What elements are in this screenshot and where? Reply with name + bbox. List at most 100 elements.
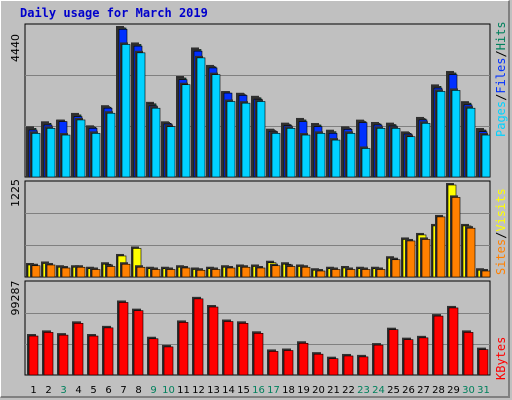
bar-kbytes-day-15 bbox=[238, 323, 249, 376]
x-tick-day-15: 15 bbox=[237, 385, 250, 396]
bar-pages-day-10 bbox=[166, 126, 176, 178]
x-tick-day-5: 5 bbox=[90, 385, 96, 396]
bar-kbytes-day-4 bbox=[73, 323, 84, 376]
bar-pages-day-7 bbox=[121, 44, 131, 178]
legend-sep-2: / bbox=[494, 50, 508, 57]
y-max-label-kbytes: 99287 bbox=[9, 281, 22, 316]
bar-pages-day-16 bbox=[256, 101, 266, 178]
x-tick-day-13: 13 bbox=[207, 385, 220, 396]
y-axis-labels: 4440 1225 99287 bbox=[9, 34, 22, 316]
bar-kbytes-day-29 bbox=[448, 307, 459, 376]
bar-pages-day-12 bbox=[196, 57, 206, 178]
bar-sites-day-23 bbox=[361, 269, 371, 278]
x-tick-day-14: 14 bbox=[222, 385, 235, 396]
bar-sites-day-9 bbox=[151, 269, 161, 278]
bar-kbytes-day-31 bbox=[478, 349, 489, 376]
x-tick-day-30: 30 bbox=[462, 385, 475, 396]
bar-kbytes-day-22 bbox=[343, 355, 354, 376]
x-tick-day-27: 27 bbox=[417, 385, 430, 396]
svg-text:Sites/Visits: Sites/Visits bbox=[494, 188, 508, 275]
chart-title: Daily usage for March 2019 bbox=[20, 6, 208, 20]
x-tick-day-18: 18 bbox=[282, 385, 295, 396]
bar-kbytes-day-3 bbox=[58, 334, 69, 376]
x-tick-day-8: 8 bbox=[135, 385, 141, 396]
bar-pages-day-30 bbox=[466, 107, 476, 178]
bar-sites-day-6 bbox=[106, 266, 116, 278]
bar-sites-day-11 bbox=[181, 267, 191, 278]
bar-pages-day-17 bbox=[271, 133, 281, 178]
bar-sites-day-8 bbox=[136, 266, 146, 278]
bar-pages-day-19 bbox=[301, 134, 311, 178]
y-max-label-sites: 1225 bbox=[9, 179, 22, 207]
bar-sites-day-4 bbox=[76, 266, 86, 278]
bar-kbytes-day-13 bbox=[208, 306, 219, 376]
bar-pages-day-28 bbox=[436, 91, 446, 178]
bar-pages-day-9 bbox=[151, 107, 161, 178]
bar-sites-day-13 bbox=[211, 269, 221, 278]
bar-sites-day-20 bbox=[316, 270, 326, 278]
bar-sites-day-10 bbox=[166, 269, 176, 278]
bar-kbytes-day-24 bbox=[373, 344, 384, 376]
bar-kbytes-day-21 bbox=[328, 358, 339, 376]
x-tick-day-6: 6 bbox=[105, 385, 111, 396]
bar-kbytes-day-30 bbox=[463, 332, 474, 376]
bar-kbytes-day-7 bbox=[118, 302, 129, 376]
bar-sites-day-21 bbox=[331, 269, 341, 278]
bar-kbytes-day-19 bbox=[298, 342, 309, 376]
x-tick-day-20: 20 bbox=[312, 385, 325, 396]
panels bbox=[24, 23, 491, 376]
bar-sites-day-24 bbox=[376, 269, 386, 278]
bar-kbytes-day-11 bbox=[178, 322, 189, 376]
bar-sites-day-29 bbox=[451, 197, 461, 278]
bar-pages-day-15 bbox=[241, 102, 251, 178]
x-tick-day-4: 4 bbox=[75, 385, 81, 396]
x-tick-day-10: 10 bbox=[162, 385, 175, 396]
x-tick-day-28: 28 bbox=[432, 385, 445, 396]
x-tick-day-19: 19 bbox=[297, 385, 310, 396]
bar-pages-day-11 bbox=[181, 84, 191, 178]
x-axis-labels: 1 2 3 4 5 6 7 8 9 10 11 12 13 14 15 16 17 18 19 20 21 22 23 24 2… bbox=[30, 385, 490, 396]
y-max-label-hits: 4440 bbox=[9, 34, 22, 62]
x-tick-day-24: 24 bbox=[372, 385, 385, 396]
legend-sites: Sites bbox=[494, 239, 508, 275]
bar-kbytes-day-18 bbox=[283, 350, 294, 376]
x-tick-day-3: 3 bbox=[60, 385, 66, 396]
bar-pages-day-1 bbox=[31, 133, 41, 178]
legend-kbytes-label: KBytes bbox=[494, 337, 508, 380]
x-tick-day-26: 26 bbox=[402, 385, 415, 396]
bar-pages-day-6 bbox=[106, 112, 116, 178]
bar-sites-day-18 bbox=[286, 266, 296, 278]
bar-kbytes-day-26 bbox=[403, 339, 414, 376]
bar-pages-day-13 bbox=[211, 74, 221, 178]
bar-sites-day-7 bbox=[121, 263, 131, 278]
legend-kbytes: KBytes bbox=[494, 337, 508, 380]
bar-pages-day-18 bbox=[286, 128, 296, 178]
bar-pages-day-21 bbox=[331, 139, 341, 178]
bar-sites-day-25 bbox=[391, 259, 401, 278]
x-tick-day-25: 25 bbox=[387, 385, 400, 396]
bar-pages-day-3 bbox=[61, 134, 71, 178]
bars bbox=[26, 26, 491, 376]
x-tick-day-7: 7 bbox=[120, 385, 126, 396]
bar-kbytes-day-25 bbox=[388, 329, 399, 376]
x-tick-day-12: 12 bbox=[192, 385, 205, 396]
bar-sites-day-31 bbox=[481, 270, 491, 278]
bar-pages-day-14 bbox=[226, 101, 236, 178]
bar-pages-day-5 bbox=[91, 133, 101, 178]
x-tick-day-23: 23 bbox=[357, 385, 370, 396]
bar-sites-day-15 bbox=[241, 266, 251, 278]
bar-kbytes-day-23 bbox=[358, 356, 369, 376]
bar-kbytes-day-8 bbox=[133, 310, 144, 376]
bar-pages-day-23 bbox=[361, 148, 371, 178]
bar-pages-day-29 bbox=[451, 90, 461, 178]
bar-sites-day-12 bbox=[196, 269, 206, 278]
bar-kbytes-day-20 bbox=[313, 353, 324, 376]
bar-pages-day-2 bbox=[46, 128, 56, 178]
bar-sites-day-28 bbox=[436, 216, 446, 278]
x-tick-day-31: 31 bbox=[477, 385, 490, 396]
legend-pages: Pages bbox=[494, 101, 508, 137]
bar-kbytes-day-6 bbox=[103, 327, 114, 376]
x-tick-day-21: 21 bbox=[327, 385, 340, 396]
bar-pages-day-31 bbox=[481, 134, 491, 178]
